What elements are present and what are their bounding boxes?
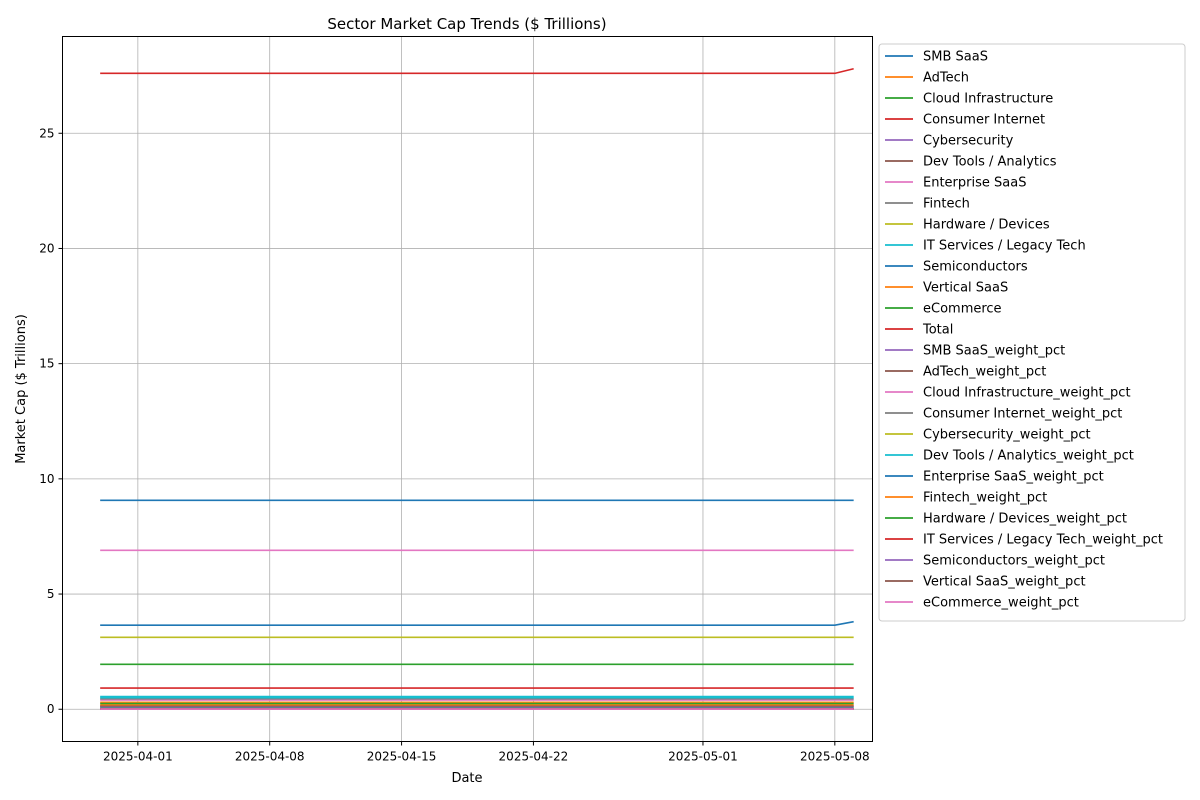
y-tick-label: 20 [39,241,54,255]
legend-label: Fintech [923,197,970,212]
x-axis-label: Date [451,771,482,786]
legend-label: Vertical SaaS_weight_pct [923,575,1086,590]
legend-label: Cybersecurity [923,134,1014,149]
y-axis: 0 5 10 15 20 25 [39,126,63,716]
x-axis: 2025-04-01 2025-04-08 2025-04-15 2025-04-22… [103,741,870,764]
x-tick-label: 2025-05-08 [800,750,870,764]
legend-label: eCommerce_weight_pct [923,596,1079,611]
grid-lines [62,36,873,742]
plot-frame [62,36,873,742]
legend-label: AdTech [923,71,969,86]
y-axis-label: Market Cap ($ Trillions) [14,314,29,464]
legend-label: Hardware / Devices [923,218,1050,233]
legend-label: Fintech_weight_pct [923,491,1047,506]
y-tick-label: 5 [47,587,55,601]
series-line [100,620,854,626]
legend-label: SMB SaaS [923,50,988,65]
series-line [100,67,854,75]
legend-label: Hardware / Devices_weight_pct [923,512,1127,527]
legend-label: Consumer Internet_weight_pct [923,407,1122,422]
legend-label: SMB SaaS_weight_pct [923,344,1065,359]
legend: SMB SaaS AdTech Cloud Infrastructure Consum… [878,43,1186,622]
legend-label: eCommerce [923,302,1002,317]
legend-label: Enterprise SaaS_weight_pct [923,470,1104,485]
legend-label: IT Services / Legacy Tech [923,239,1086,254]
chart-title: Sector Market Cap Trends ($ Trillions) [327,15,606,33]
legend-label: Semiconductors [923,260,1028,275]
series-lines [100,67,854,711]
x-tick-label: 2025-04-15 [367,750,437,764]
legend-label: Vertical SaaS [923,281,1008,296]
legend-label: Dev Tools / Analytics_weight_pct [923,449,1134,464]
legend-label: Dev Tools / Analytics [923,155,1057,170]
legend-label: Consumer Internet [923,113,1045,128]
x-tick-label: 2025-05-01 [668,750,738,764]
legend-label: Cybersecurity_weight_pct [923,428,1091,443]
legend-label: Total [922,323,953,338]
y-tick-label: 25 [39,126,54,140]
legend-label: AdTech_weight_pct [923,365,1046,380]
legend-label: Enterprise SaaS [923,176,1026,191]
y-tick-label: 10 [39,472,54,486]
legend-label: IT Services / Legacy Tech_weight_pct [923,533,1163,548]
x-tick-label: 2025-04-22 [499,750,569,764]
legend-label: Cloud Infrastructure [923,92,1053,107]
y-tick-label: 0 [47,702,55,716]
x-tick-label: 2025-04-01 [103,750,173,764]
legend-label: Cloud Infrastructure_weight_pct [923,386,1131,401]
legend-box [878,43,1186,622]
y-tick-label: 15 [39,357,54,371]
x-tick-label: 2025-04-08 [235,750,305,764]
legend-label: Semiconductors_weight_pct [923,554,1105,569]
